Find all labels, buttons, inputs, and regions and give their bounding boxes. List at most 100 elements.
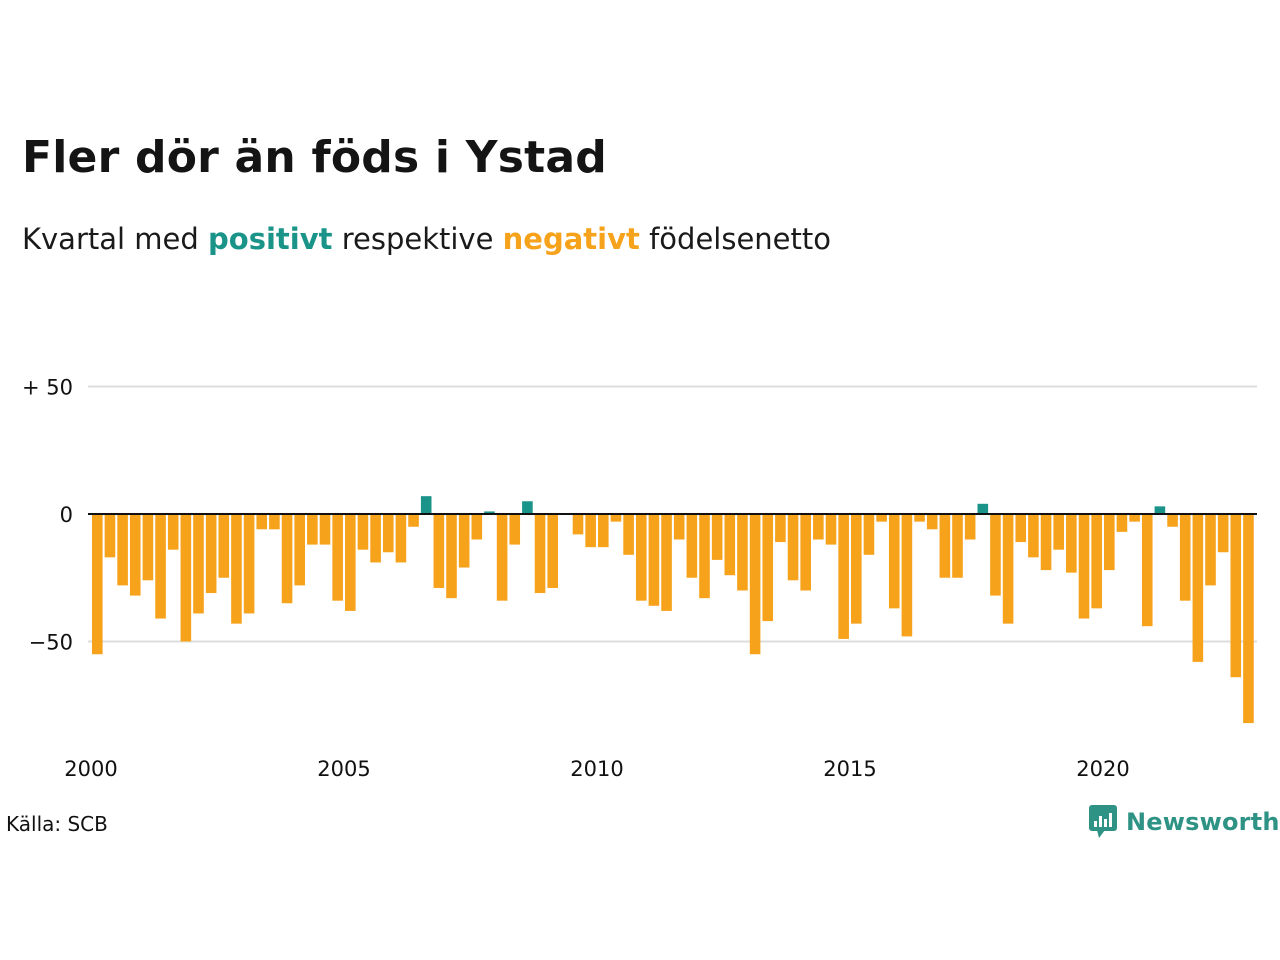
bar-negative	[825, 514, 837, 545]
bar-negative	[357, 514, 369, 550]
bar-negative	[1002, 514, 1014, 624]
bar-negative	[964, 514, 976, 540]
bar-negative	[269, 514, 280, 530]
bar-positive	[522, 501, 533, 514]
bar-negative	[496, 514, 508, 601]
bar-negative	[167, 514, 179, 550]
bar-negative	[1104, 514, 1115, 571]
bar-negative	[1040, 514, 1052, 571]
bar-negative	[585, 514, 596, 548]
bar-negative	[661, 514, 672, 611]
bar-negative	[345, 514, 356, 611]
bar-negative	[104, 514, 116, 558]
y-axis-ticks: + 50 0 −50	[22, 376, 73, 655]
bar-negative	[395, 514, 407, 563]
bar-negative	[901, 514, 913, 637]
bar-negative	[762, 514, 774, 622]
bar-negative	[952, 514, 963, 578]
brand-name: Newsworthy	[1126, 808, 1280, 836]
bar-negative	[1129, 514, 1140, 522]
bars	[88, 496, 1257, 724]
bar-negative	[813, 514, 824, 540]
bar-negative	[370, 514, 381, 563]
bar-negative	[92, 514, 103, 655]
bar-negative	[749, 514, 761, 655]
bar-negative	[939, 514, 951, 578]
bar-negative	[1243, 514, 1254, 724]
bar-negative	[1116, 514, 1128, 532]
x-axis-ticks: 2000 2005 2010 2015 2020	[64, 757, 1129, 781]
bar-negative	[610, 514, 622, 522]
bar-negative	[180, 514, 192, 642]
bar-negative	[699, 514, 710, 599]
chart-title: Fler dör än föds i Ystad	[22, 132, 607, 183]
bar-negative	[534, 514, 546, 594]
bar-negative	[1179, 514, 1191, 601]
bar-negative	[382, 514, 394, 553]
bar-negative	[623, 514, 634, 555]
bar-negative	[509, 514, 521, 545]
bar-negative	[471, 514, 483, 540]
bar-negative	[408, 514, 419, 527]
bar-negative	[926, 514, 938, 530]
bar-negative	[205, 514, 217, 594]
bar-negative	[117, 514, 128, 586]
bar-negative	[673, 514, 685, 540]
bar-negative	[294, 514, 305, 586]
bar-positive	[1154, 506, 1166, 514]
bar-negative	[914, 514, 925, 522]
bar-negative	[775, 514, 786, 543]
bar-negative	[332, 514, 343, 601]
bar-negative	[142, 514, 154, 581]
bar-negative	[307, 514, 318, 545]
bar-negative	[686, 514, 698, 578]
source-note: Källa: SCB	[6, 812, 108, 836]
bar-negative	[458, 514, 470, 568]
bar-negative	[433, 514, 445, 588]
bar-negative	[990, 514, 1001, 596]
subtitle-positive-word: positivt	[208, 222, 333, 256]
bar-negative	[155, 514, 166, 619]
bar-negative	[547, 514, 558, 588]
bar-positive	[977, 503, 989, 514]
bar-negative	[1230, 514, 1242, 678]
x-tick-label: 2005	[317, 757, 370, 781]
newsworthy-logo-icon	[1089, 805, 1117, 838]
bar-negative	[256, 514, 268, 530]
y-tick-label: + 50	[22, 376, 73, 400]
bar-negative	[888, 514, 900, 609]
bar-negative	[446, 514, 457, 599]
bar-negative	[129, 514, 141, 596]
bar-negative	[319, 514, 331, 545]
subtitle-middle: respektive	[341, 222, 494, 256]
bar-negative	[1141, 514, 1153, 627]
bar-negative	[243, 514, 255, 614]
subtitle-suffix: födelsenetto	[649, 222, 831, 256]
bar-negative	[800, 514, 811, 591]
bar-positive	[484, 511, 495, 514]
bar-negative	[724, 514, 736, 576]
bar-negative	[218, 514, 230, 578]
x-tick-label: 2010	[570, 757, 623, 781]
y-tick-label: −50	[29, 631, 73, 655]
bar-negative	[1015, 514, 1027, 543]
bar-negative	[1217, 514, 1229, 553]
bar-negative	[863, 514, 875, 555]
bar-negative	[231, 514, 242, 624]
bar-negative	[876, 514, 887, 522]
bar-negative	[1192, 514, 1204, 662]
bar-negative	[635, 514, 647, 601]
bar-negative	[1091, 514, 1102, 609]
bar-negative	[1028, 514, 1039, 558]
y-tick-label: 0	[60, 503, 73, 527]
bar-negative	[572, 514, 584, 535]
x-tick-label: 2000	[64, 757, 117, 781]
bar-negative	[787, 514, 799, 581]
bar-negative	[1053, 514, 1064, 550]
chart-subtitle: Kvartal med positivt respektive negativt…	[22, 222, 831, 256]
x-tick-label: 2020	[1076, 757, 1129, 781]
gridlines	[88, 385, 1257, 643]
bar-negative	[648, 514, 660, 606]
bar-negative	[598, 514, 609, 548]
